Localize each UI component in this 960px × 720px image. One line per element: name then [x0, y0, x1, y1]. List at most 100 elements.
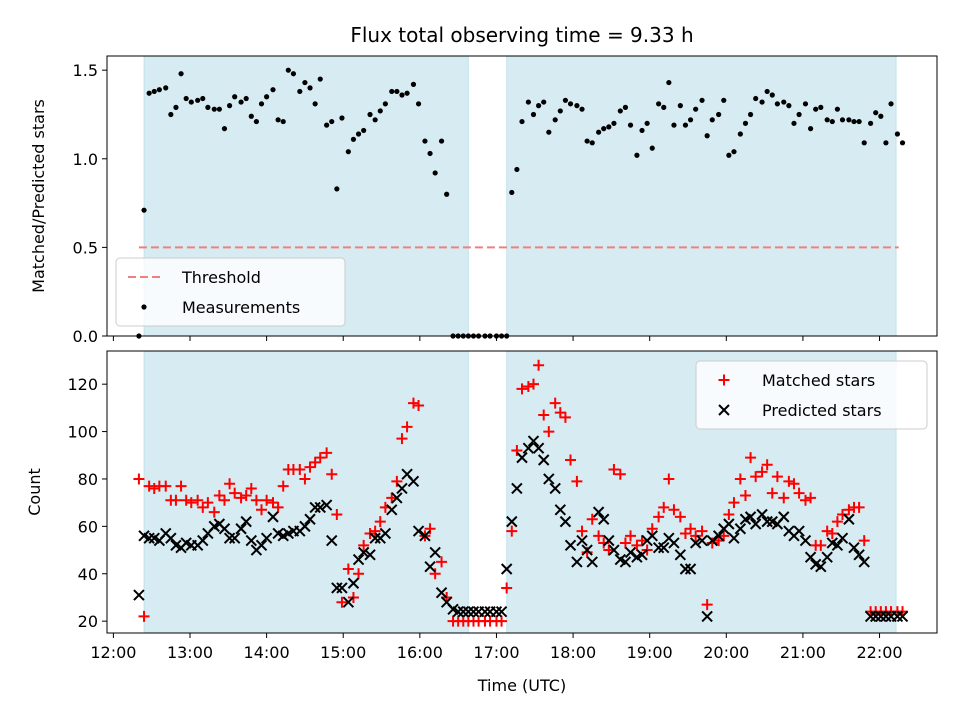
predicted-star-point [554, 504, 567, 516]
matched-star-point [853, 501, 865, 513]
matched-star-point [653, 511, 665, 523]
predicted-star-point [240, 515, 252, 528]
measurement-point [557, 108, 563, 114]
predicted-star-point [571, 556, 583, 568]
measurement-point [868, 120, 874, 126]
predicted-star-point [674, 549, 687, 561]
measurement-point [339, 115, 345, 121]
measurement-point [302, 79, 308, 86]
x-tick-label: 19:00 [627, 643, 673, 662]
top-y-axis-label: Matched/Predicted stars [29, 99, 48, 293]
matched-star-point [761, 459, 773, 471]
measurement-point [410, 81, 417, 87]
x-tick-label: 16:00 [397, 643, 443, 662]
measurement-point [611, 120, 617, 126]
measurement-point [183, 95, 189, 102]
predicted-star-point [143, 532, 155, 544]
predicted-star-point [836, 532, 849, 544]
predicted-star-point [624, 546, 637, 559]
matched-star-point [522, 381, 534, 393]
matched-star-point [843, 504, 855, 516]
legend-x-swatch [718, 404, 730, 416]
predicted-star-point [799, 534, 812, 547]
matched-star-point [143, 480, 155, 492]
measurement-point [361, 127, 367, 134]
predicted-star-point [396, 482, 408, 495]
x-tick-label: 21:00 [780, 643, 826, 662]
predicted-star-point [858, 556, 870, 568]
measurement-point [606, 124, 612, 130]
measurement-point [774, 101, 780, 107]
x-tick-label: 15:00 [320, 643, 366, 662]
measurement-point [759, 99, 765, 105]
predicted-star-point [891, 610, 904, 623]
predicted-star-point [778, 511, 790, 523]
predicted-star-point [500, 563, 513, 575]
matched-star-point [336, 596, 348, 608]
predicted-star-point [646, 530, 658, 542]
predicted-star-point [228, 532, 241, 544]
y-tick-label: 40 [78, 565, 98, 584]
chart-title: Flux total observing time = 9.33 h [350, 23, 693, 47]
matched-star-point [696, 525, 708, 537]
measurement-point [562, 97, 569, 103]
y-tick-label: 0.5 [73, 238, 98, 257]
measurement-point [699, 97, 705, 103]
measurement-point [382, 101, 388, 107]
matched-star-point [679, 527, 691, 539]
x-tick-label: 13:00 [167, 643, 213, 662]
predicted-star-point [267, 511, 279, 523]
legend-label: Matched stars [762, 371, 875, 390]
predicted-star-point [391, 492, 403, 504]
measurement-point [422, 138, 428, 144]
predicted-star-point [364, 549, 376, 561]
matched-star-point [625, 530, 637, 542]
measurement-point [802, 101, 809, 107]
matched-star-point [208, 506, 220, 518]
predicted-star-point [728, 532, 740, 544]
legend-box [115, 257, 346, 327]
predicted-star-point [804, 551, 817, 563]
matched-star-point [516, 383, 528, 395]
measurement-point [290, 71, 297, 77]
predicted-star-point [452, 605, 464, 618]
predicted-star-point [689, 537, 702, 549]
top-x-ticks [112, 336, 881, 341]
bottom-y-axis-label: Count [25, 468, 44, 516]
y-tick-label: 60 [78, 517, 98, 536]
measurement-point [141, 207, 147, 213]
matched-star-point [294, 463, 306, 475]
matched-star-point [718, 530, 730, 542]
measurement-point [156, 87, 162, 93]
predicted-star-point [245, 534, 257, 547]
predicted-star-point [549, 482, 561, 495]
measurement-point [899, 140, 906, 146]
matched-star-point [756, 466, 768, 478]
measurement-point [579, 106, 585, 112]
matched-star-point [658, 501, 670, 513]
predicted-star-point [706, 534, 718, 547]
measurement-point [589, 140, 595, 146]
matched-star-point [358, 539, 370, 551]
measurement-point [829, 118, 835, 125]
predicted-star-point [756, 508, 768, 521]
measurement-point [367, 111, 373, 118]
matched-star-point [815, 539, 827, 551]
matched-star-point [576, 525, 588, 537]
measurement-point [312, 101, 318, 107]
matched-star-point [185, 497, 197, 509]
predicted-star-point [467, 605, 480, 618]
matched-star-point [235, 492, 247, 504]
measurement-point [280, 118, 286, 125]
predicted-star-point [744, 511, 757, 523]
matched-star-point [202, 497, 214, 509]
x-axis: 12:00 13:00 14:00 15:00 16:00 17:00 18:00 19:00… [90, 633, 903, 662]
x-tick-label: 14:00 [244, 643, 290, 662]
matched-star-point [663, 473, 675, 485]
matched-star-point [496, 615, 508, 627]
matched-star-point [213, 490, 225, 502]
matched-star-point [586, 513, 598, 525]
predicted-star-point [761, 515, 773, 528]
measurement-point [786, 103, 792, 109]
matched-star-point [272, 501, 284, 513]
